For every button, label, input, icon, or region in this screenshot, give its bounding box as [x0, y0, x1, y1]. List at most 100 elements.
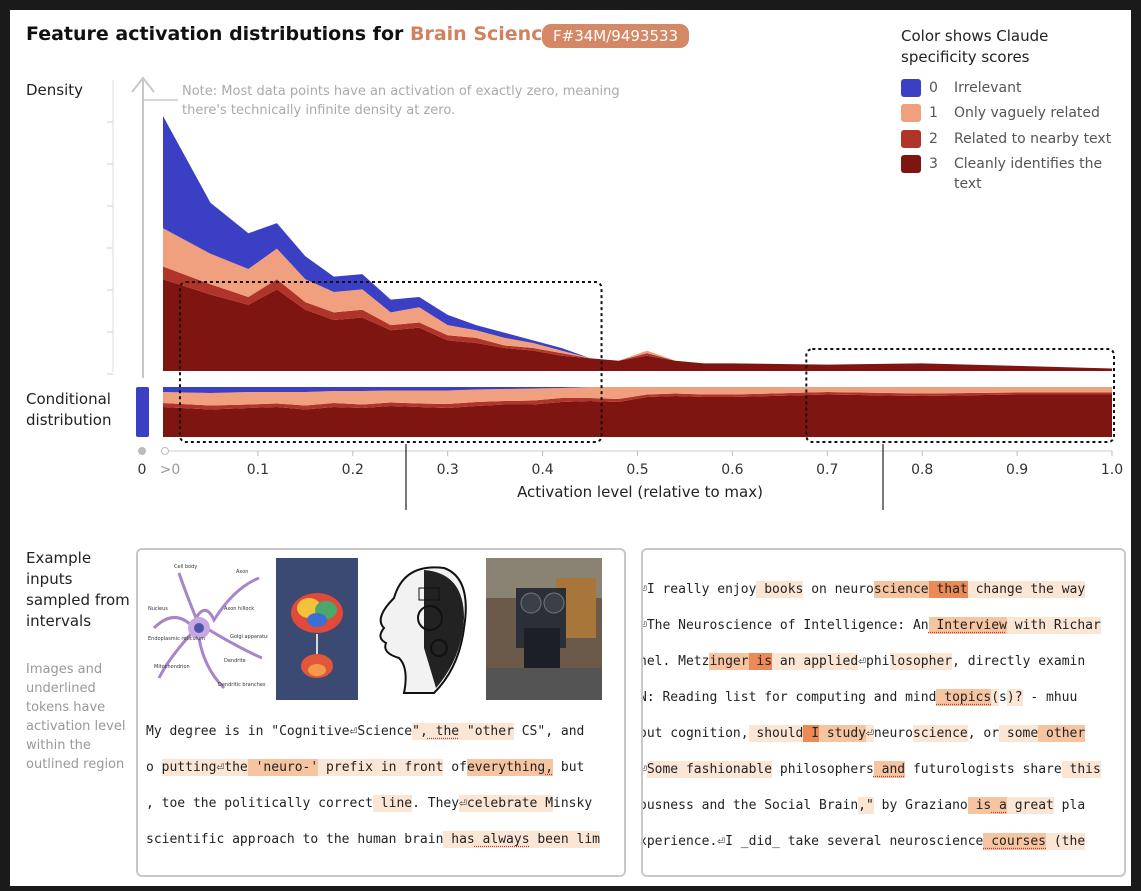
- token: ⏎: [459, 795, 467, 812]
- mechanical-head-icon: [364, 558, 474, 700]
- example-line: o putting⏎the 'neuro-' prefix in front o…: [146, 758, 584, 778]
- example-line: ousness and the Social Brain," by Grazia…: [643, 796, 1086, 816]
- token: phi: [866, 654, 890, 669]
- token: is: [967, 797, 992, 814]
- token: the: [224, 759, 248, 776]
- token: change: [967, 581, 1023, 598]
- mechanical-head-image[interactable]: [364, 558, 474, 700]
- token: fashion: [678, 761, 741, 778]
- token: xperience.⏎I _did_ take several neuro: [641, 834, 929, 849]
- brain-poster-image[interactable]: [276, 558, 358, 700]
- legend-score-3: 3: [929, 156, 938, 172]
- conditional-label: Conditional distribution: [26, 390, 112, 429]
- robot-photo-icon: [486, 558, 602, 700]
- example-line: , toe the politically correct line. They…: [146, 794, 592, 814]
- x-tick-label: 0.2: [342, 462, 364, 478]
- token: inger: [709, 653, 749, 670]
- token: of Intelligence: An: [772, 618, 929, 633]
- token: My degree is in ": [146, 724, 280, 739]
- neuron-label: Axon: [236, 569, 248, 575]
- x-gt-zero-marker: [161, 447, 169, 455]
- token: way: [1053, 581, 1086, 598]
- token: logists share: [959, 762, 1062, 777]
- token: by Gra: [873, 798, 929, 813]
- legend-title: Color shows Claude specificity scores: [901, 27, 1049, 66]
- token: , toe the politically correct: [146, 796, 373, 811]
- token: pla: [1053, 798, 1086, 813]
- token: . They: [412, 796, 460, 811]
- zero-density-note: Note: Most data points have an activatio…: [182, 84, 620, 118]
- token: with: [1006, 617, 1047, 634]
- conditional-series-1: [163, 387, 1112, 406]
- token: able: [740, 761, 773, 778]
- neuron-label: Axon hillock: [224, 606, 254, 612]
- page-title: Feature activation distributions for Bra…: [26, 23, 567, 45]
- token: lim: [568, 831, 600, 848]
- example-line: N: Reading list for computing and mind t…: [641, 688, 1077, 708]
- density-areas: [163, 116, 1112, 371]
- x-tick-label: 0.8: [911, 462, 933, 478]
- token: ⏎The Neuro: [641, 618, 718, 633]
- x-zero-marker: [138, 447, 146, 455]
- conditional-areas: [163, 387, 1112, 437]
- legend-swatch-0: [901, 79, 921, 97]
- token: topics: [936, 689, 992, 706]
- token: futuro: [905, 762, 960, 777]
- token: great: [1006, 797, 1054, 814]
- x-tick-label: 1.0: [1101, 462, 1123, 478]
- legend-score-0: 0: [929, 80, 938, 96]
- token: cele: [466, 795, 499, 812]
- token: of: [443, 760, 467, 775]
- token: and: [873, 761, 906, 778]
- interval-box-1[interactable]: [805, 348, 1115, 443]
- token: ",: [412, 723, 428, 740]
- token: but: [553, 760, 585, 775]
- token: is: [748, 653, 773, 670]
- x-tick-label: 0.6: [721, 462, 743, 478]
- example-line: ⏎Some fashionable philosophers and futur…: [643, 760, 1101, 780]
- token: study: [819, 725, 866, 742]
- legend-label-3: Cleanly identifies the text: [954, 156, 1103, 192]
- examples-note: Images and underlined tokens have activa…: [26, 662, 126, 772]
- feature-id-badge[interactable]: F#34M/9493533: [542, 24, 690, 48]
- token: ⏎: [858, 654, 867, 669]
- density-series-3: [163, 279, 1112, 371]
- brain-poster-icon: [276, 558, 358, 700]
- token: Interview: [928, 617, 1007, 634]
- token: science: [928, 834, 984, 849]
- title-prefix: Feature activation distributions for: [26, 23, 410, 45]
- token: on neuro: [803, 582, 874, 597]
- token: hel. Metz: [641, 654, 710, 669]
- highlight-intervals: [178, 281, 1115, 443]
- token: philosophers: [772, 762, 874, 777]
- title-topic: Brain Sciences: [410, 23, 567, 45]
- token: out cognition,: [641, 726, 749, 741]
- x-tick-label: 0.3: [437, 462, 459, 478]
- x-tick-label: 0.7: [816, 462, 838, 478]
- token: ⏎I really enjoy: [641, 582, 757, 597]
- token: scientific approach to the human brain: [146, 832, 444, 847]
- example-line: out cognition, should I study⏎neuroscien…: [641, 724, 1086, 744]
- token: ⏎: [216, 759, 225, 776]
- activation-chart: 0 >0 0.1 0.2 0.3 0.4 0.5 0.6 0.7 0.8 0.9 1.0 Activa…: [107, 76, 1123, 510]
- token: ⏎: [866, 725, 874, 742]
- token: 'neuro-': [247, 759, 319, 776]
- token: Richar: [1046, 617, 1101, 634]
- token: the: [427, 723, 460, 740]
- token: insky: [553, 796, 593, 811]
- token: ,": [858, 797, 874, 814]
- token: , directly examin: [952, 654, 1086, 669]
- token: C: [279, 724, 287, 739]
- token: N: Reading list for computing and mind: [641, 690, 937, 705]
- x-tick-label: >0: [160, 462, 181, 478]
- neuron-label: Dendrite: [224, 658, 246, 664]
- token: that: [928, 581, 968, 598]
- x-tick-label: 0.1: [247, 462, 269, 478]
- examples-panel-low: Cell body Axon Nucleus Axon hillock Golgi ap…: [136, 548, 626, 877]
- example-line: xperience.⏎I _did_ take several neurosci…: [641, 832, 1086, 852]
- neuron-diagram-image[interactable]: Cell body Axon Nucleus Axon hillock Golgi ap…: [144, 558, 268, 700]
- token: ,: [545, 759, 554, 776]
- token: CS", and: [513, 724, 585, 739]
- interval-box-0[interactable]: [178, 281, 603, 443]
- robot-photo-image[interactable]: [486, 558, 602, 700]
